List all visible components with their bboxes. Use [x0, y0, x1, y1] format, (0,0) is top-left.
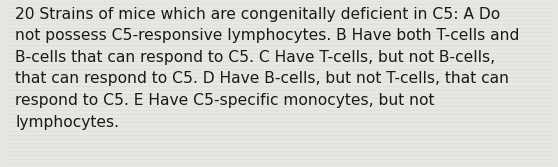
Text: 20 Strains of mice which are congenitally deficient in C5: A Do
not possess C5-r: 20 Strains of mice which are congenitall…: [16, 7, 520, 130]
